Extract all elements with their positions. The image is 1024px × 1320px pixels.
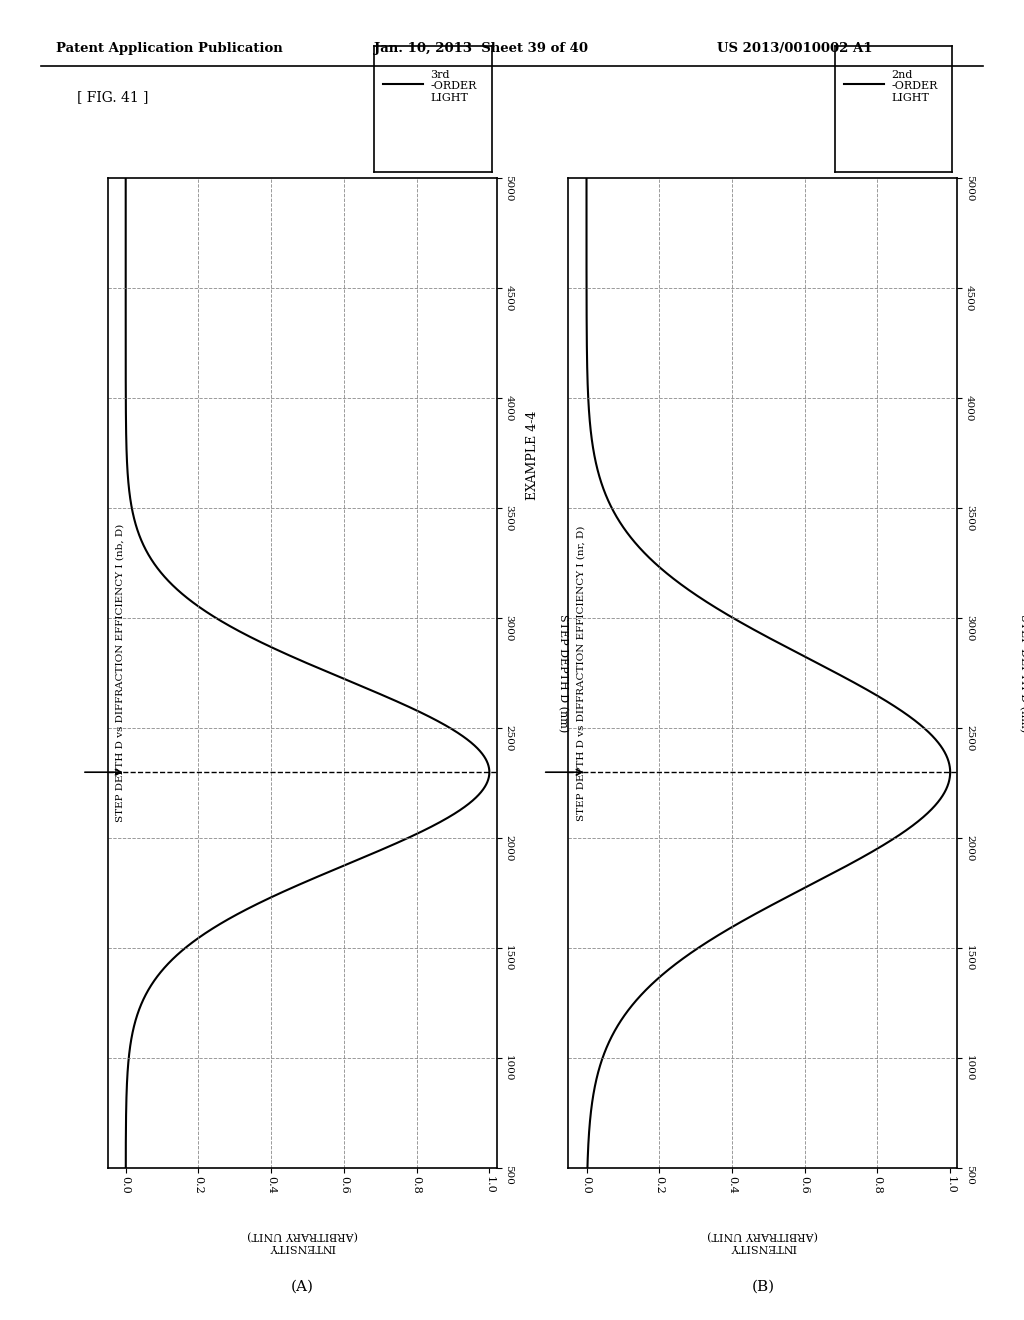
Text: INTENSITY
(ARBITRARY UNIT): INTENSITY (ARBITRARY UNIT) (247, 1230, 357, 1251)
Text: Patent Application Publication: Patent Application Publication (56, 42, 283, 55)
Text: US 2013/0010002 A1: US 2013/0010002 A1 (717, 42, 872, 55)
Text: EXAMPLE 4-4: EXAMPLE 4-4 (526, 411, 539, 500)
Text: STEP DEPTH D (nm): STEP DEPTH D (nm) (1019, 614, 1024, 733)
Text: Jan. 10, 2013  Sheet 39 of 40: Jan. 10, 2013 Sheet 39 of 40 (374, 42, 588, 55)
Text: STEP DEPTH D vs DIFFRACTION EFFICIENCY I (nr, D): STEP DEPTH D vs DIFFRACTION EFFICIENCY I… (577, 525, 585, 821)
Text: STEP DEPTH D (nm): STEP DEPTH D (nm) (558, 614, 568, 733)
Text: STEP DEPTH D vs DIFFRACTION EFFICIENCY I (nb, D): STEP DEPTH D vs DIFFRACTION EFFICIENCY I… (116, 524, 124, 822)
Text: INTENSITY
(ARBITRARY UNIT): INTENSITY (ARBITRARY UNIT) (708, 1230, 818, 1251)
Text: [ FIG. 41 ]: [ FIG. 41 ] (77, 90, 148, 104)
Text: (A): (A) (291, 1280, 313, 1294)
Text: 2nd
-ORDER
LIGHT: 2nd -ORDER LIGHT (891, 70, 937, 103)
Text: (B): (B) (752, 1280, 774, 1294)
Text: 3rd
-ORDER
LIGHT: 3rd -ORDER LIGHT (430, 70, 476, 103)
